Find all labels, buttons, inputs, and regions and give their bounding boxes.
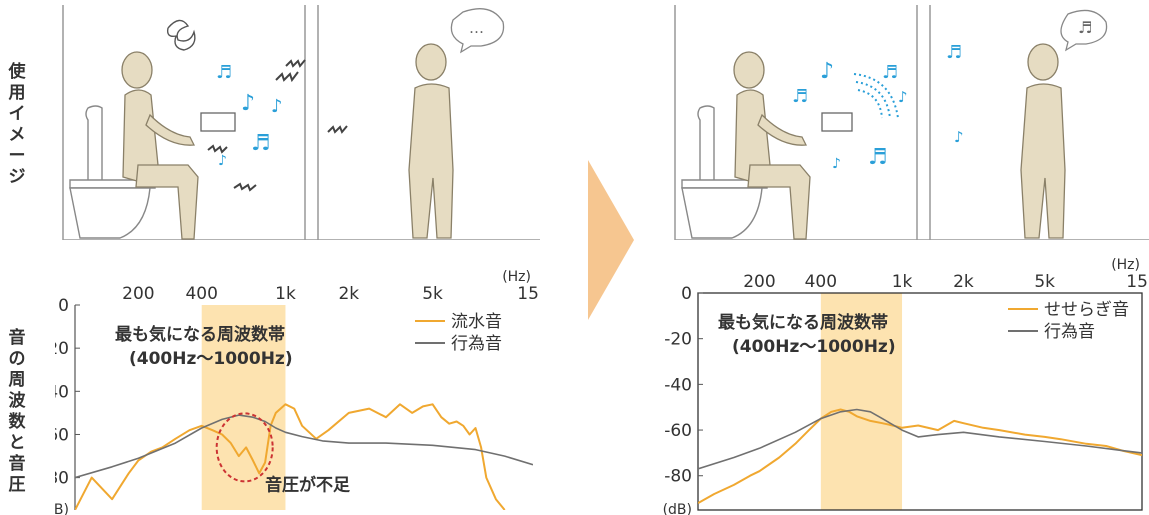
svg-text:♪: ♪: [241, 91, 255, 116]
x-tick-label: 2k: [953, 272, 974, 292]
svg-text:♪: ♪: [820, 59, 834, 84]
seated-person-icon: [733, 51, 811, 240]
scene-right-with-sound: ♬♪ ♬♪ ♪ ♬ ♬♪ ♬: [674, 5, 1149, 240]
x-tick-label: 200: [122, 284, 154, 304]
svg-text:♪: ♪: [832, 156, 841, 172]
svg-text:♬: ♬: [216, 62, 232, 83]
usage-image-label: 使用イメージ: [8, 62, 26, 187]
svg-text:♬: ♬: [792, 86, 808, 107]
y-tick-label: 0: [58, 296, 69, 316]
x-tick-label: 2k: [338, 284, 359, 304]
series-line-water: [698, 408, 1142, 504]
toilet-icon: [681, 105, 768, 239]
series-line-action: [698, 408, 1142, 470]
legend-label: 行為音: [1044, 322, 1095, 342]
speaker-wave-icon: [853, 73, 899, 119]
standing-person-icon: [1020, 43, 1066, 239]
callout-label: 音圧が不足: [265, 475, 350, 496]
plot-frame: [697, 292, 1143, 511]
svg-text:♬: ♬: [868, 145, 888, 170]
y-tick-label: 0: [681, 284, 692, 304]
seated-person-icon: [121, 51, 199, 240]
svg-text:♪: ♪: [271, 96, 283, 117]
x-tick-label: 200: [743, 272, 775, 292]
x-tick-label: 15k: [517, 284, 540, 304]
svg-text:♪: ♪: [898, 88, 908, 106]
y-tick-label: -60: [664, 421, 692, 441]
svg-text:♬: ♬: [882, 62, 898, 83]
speech-bubble-left: …: [450, 8, 505, 54]
scene-left-without-sound: ♬♪ ♬♪ ♪ …: [62, 5, 540, 240]
sound-device-icon: [821, 112, 853, 132]
band-title: 最も気になる周波数帯: [115, 324, 285, 345]
legend-label: 行為音: [451, 334, 502, 354]
band-range: (400Hz～1000Hz): [129, 349, 293, 369]
x-unit-label: (Hz): [1111, 257, 1140, 273]
legend-label: 流水音: [451, 312, 502, 332]
svg-text:♪: ♪: [954, 128, 964, 146]
y-tick-label: -40: [55, 382, 69, 402]
y-tick-label: -20: [55, 339, 69, 359]
legend-label: せせらぎ音: [1044, 300, 1129, 320]
highlight-band: [820, 293, 903, 510]
x-tick-label: 1k: [275, 284, 296, 304]
x-tick-label: 5k: [1034, 272, 1055, 292]
music-note-icon: ♬♪ ♬♪ ♪ ♬ ♬♪: [792, 42, 964, 172]
x-tick-label: 400: [805, 272, 837, 292]
y-tick-label: -80: [55, 469, 69, 489]
chart-left-flowing-water: 200 400 1k 2k 5k 15k(Hz) 0 -20 -40 -60 -80 (dB) 最も気に…: [55, 269, 540, 515]
y-tick-label: -80: [664, 467, 692, 487]
series-line-water: [75, 403, 506, 510]
y-unit-label: (dB): [55, 502, 69, 515]
scribble-icon: [166, 19, 196, 51]
series-line-action: [75, 414, 533, 479]
y-tick-label: -20: [664, 330, 692, 350]
x-tick-label: 5k: [422, 284, 443, 304]
standing-person-icon: [408, 43, 454, 239]
svg-text:♪: ♪: [218, 153, 227, 169]
x-tick-label: 400: [185, 284, 217, 304]
chart-right-babbling-brook: 200 400 1k 2k 5k 15k(Hz) 0 -20 -40 -60 -80 (dB) 最も気に…: [663, 257, 1149, 515]
band-title: 最も気になる周波数帯: [718, 312, 888, 333]
highlight-band: [201, 305, 286, 510]
svg-text:♬: ♬: [251, 131, 271, 156]
x-unit-label: (Hz): [502, 269, 531, 285]
svg-text:♬: ♬: [1078, 18, 1092, 37]
svg-text:…: …: [469, 19, 484, 37]
y-tick-label: -60: [55, 425, 69, 445]
svg-text:♬: ♬: [946, 42, 962, 63]
band-range: (400Hz～1000Hz): [732, 337, 896, 357]
x-tick-label: 15k: [1126, 272, 1149, 292]
sound-device-icon: [200, 112, 236, 132]
x-tick-label: 1k: [892, 272, 913, 292]
noise-zigzag-icon: [207, 59, 348, 192]
transition-arrow-icon: [588, 160, 634, 320]
frequency-pressure-label: 音の周波数と音圧: [8, 328, 26, 495]
y-tick-label: -40: [664, 375, 692, 395]
speech-bubble-right: ♬: [1060, 9, 1108, 52]
deficit-circle: [215, 412, 274, 483]
toilet-icon: [69, 105, 156, 239]
music-note-icon: ♬♪ ♬♪ ♪: [216, 62, 283, 169]
y-unit-label: (dB): [663, 502, 692, 515]
